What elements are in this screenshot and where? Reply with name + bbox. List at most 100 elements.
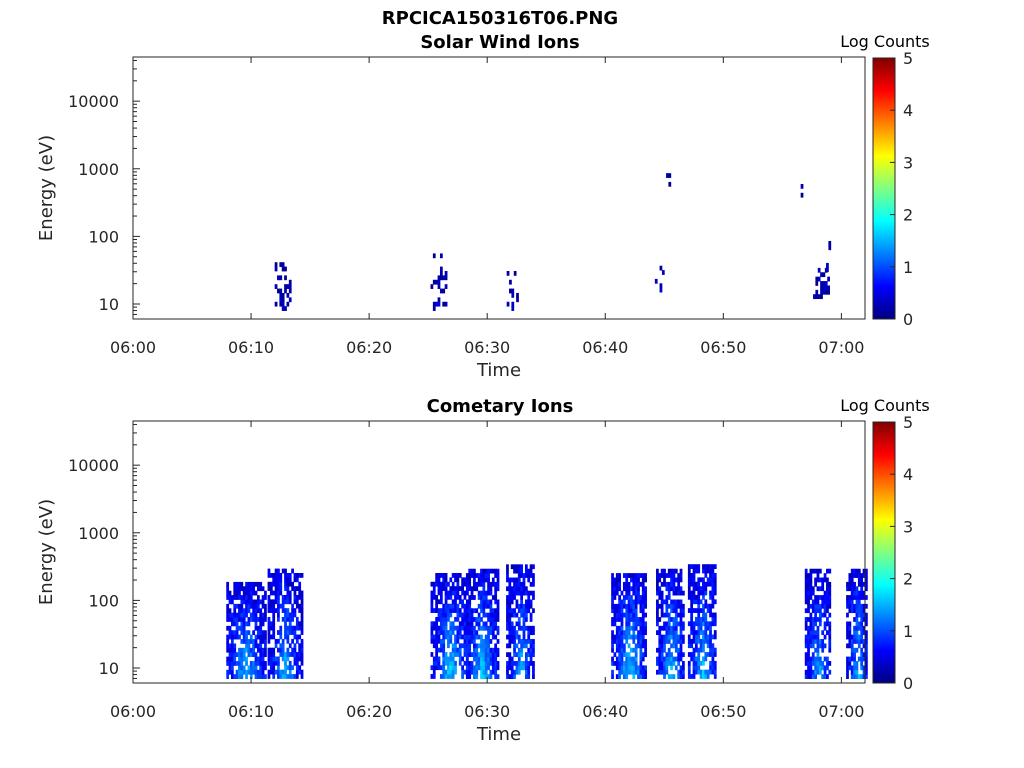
heatmap-cell (855, 603, 859, 609)
heatmap-cell (816, 625, 820, 631)
heatmap-cell (811, 639, 815, 644)
heatmap-cell (706, 564, 710, 569)
heatmap-cell (281, 266, 285, 272)
heatmap-cell (293, 608, 297, 613)
heatmap-cell (439, 266, 443, 272)
heatmap-cell (848, 586, 852, 592)
heatmap-cell (449, 630, 453, 635)
heatmap-cell (627, 617, 631, 622)
heatmap-cell (482, 577, 486, 583)
heatmap-cell (279, 577, 283, 583)
heatmap-cell (437, 586, 441, 591)
heatmap-cell (670, 608, 673, 614)
heatmap-cell (822, 289, 826, 295)
heatmap-cell (709, 564, 712, 569)
heatmap-cell (634, 612, 638, 618)
heatmap-cell (625, 634, 629, 640)
heatmap-cell (274, 590, 278, 596)
heatmap-cell (665, 634, 669, 640)
heatmap-cell (454, 594, 457, 600)
heatmap-cell (456, 608, 460, 613)
heatmap-cell (850, 608, 854, 614)
heatmap-cell (677, 590, 681, 596)
heatmap-cell (522, 617, 526, 622)
heatmap-cell (667, 630, 671, 636)
heatmap-cell (517, 652, 521, 658)
heatmap-cell (261, 661, 265, 666)
heatmap-cell (823, 625, 827, 631)
heatmap-cell (679, 643, 683, 649)
heatmap-cell (494, 581, 498, 587)
heatmap-cell (670, 656, 673, 662)
heatmap-cell (529, 564, 533, 570)
heatmap-cell (468, 621, 472, 627)
heatmap-cell (517, 608, 521, 614)
heatmap-cell (286, 301, 290, 307)
heatmap-cell (639, 617, 643, 622)
heatmap-cell (456, 630, 460, 635)
colorbar (872, 57, 896, 320)
heatmap-cell (704, 599, 708, 605)
heatmap-cell (235, 621, 239, 627)
heatmap-cell (821, 612, 825, 618)
heatmap-cell (660, 603, 664, 609)
heatmap-cell (704, 616, 708, 622)
heatmap-cell (687, 634, 691, 640)
heatmap-cell (697, 656, 701, 662)
heatmap-cell (713, 621, 717, 627)
heatmap-cell (816, 568, 820, 574)
heatmap-cell (865, 661, 868, 666)
heatmap-cell (288, 652, 292, 657)
heatmap-cell (230, 656, 234, 662)
heatmap-cell (860, 661, 864, 666)
heatmap-cell (711, 573, 715, 578)
heatmap-cell (517, 617, 521, 622)
heatmap-cell (677, 612, 681, 618)
heatmap-cell (644, 652, 647, 658)
heatmap-cell (435, 621, 439, 627)
heatmap-cell (506, 652, 509, 658)
heatmap-cell (291, 581, 294, 587)
heatmap-cell (709, 573, 712, 578)
heatmap-cell (846, 669, 849, 675)
heatmap-cell (295, 669, 299, 675)
heatmap-cell (484, 625, 488, 631)
heatmap-cell (245, 595, 248, 600)
heatmap-cell (611, 581, 614, 587)
heatmap-cell (706, 621, 710, 627)
heatmap-cell (510, 586, 514, 592)
heatmap-cell (527, 590, 531, 596)
heatmap-cell (252, 643, 256, 649)
heatmap-cell (529, 643, 533, 649)
heatmap-cell (249, 647, 253, 653)
heatmap-cell (456, 586, 460, 591)
heatmap-cell (656, 630, 659, 636)
heatmap-cell (465, 630, 469, 636)
heatmap-cell (817, 276, 821, 282)
heatmap-cell (279, 573, 283, 578)
heatmap-cell (809, 665, 813, 671)
heatmap-cell (456, 652, 460, 657)
heatmap-cell (697, 630, 701, 635)
heatmap-cell (658, 669, 662, 675)
heatmap-cell (430, 594, 434, 600)
heatmap-cell (277, 581, 280, 587)
heatmap-cell (627, 608, 631, 614)
heatmap-cell (674, 577, 678, 583)
heatmap-cell (442, 669, 446, 675)
heatmap-cell (447, 643, 450, 649)
heatmap-cell (622, 643, 626, 649)
heatmap-cell (811, 621, 815, 627)
heatmap-cell (713, 581, 717, 587)
heatmap-cell (618, 608, 622, 614)
heatmap-cell (704, 581, 708, 587)
heatmap-cell (274, 643, 278, 649)
heatmap-cell (816, 630, 820, 636)
heatmap-cell (665, 652, 669, 658)
heatmap-cell (461, 590, 464, 596)
heatmap-cell (670, 630, 673, 636)
heatmap-cell (524, 603, 528, 609)
heatmap-cell (713, 665, 717, 671)
heatmap-cell (442, 603, 446, 609)
heatmap-cell (461, 586, 464, 591)
